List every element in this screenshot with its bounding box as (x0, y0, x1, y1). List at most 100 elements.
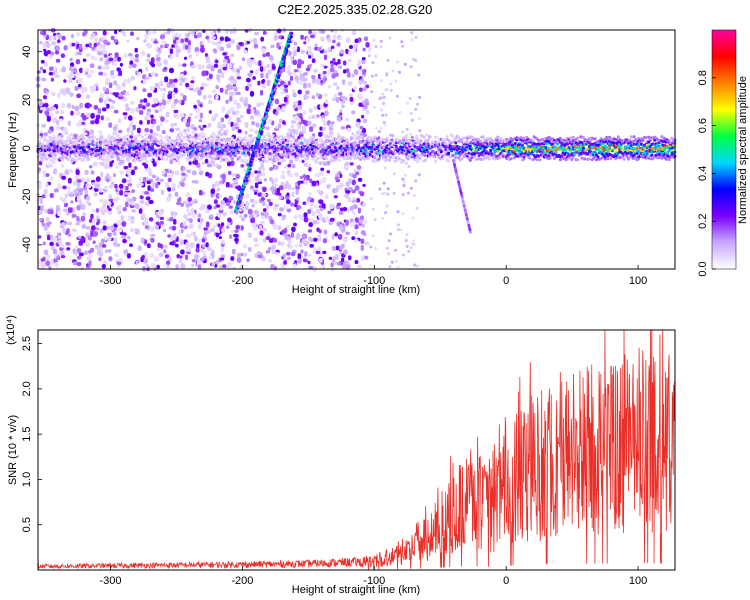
spectrogram-cell (345, 193, 350, 199)
spectrogram-cell (118, 129, 123, 134)
spectrogram-cell (319, 257, 323, 263)
spectrogram-cell (415, 102, 419, 106)
spectrogram-cell (85, 241, 90, 248)
spectrogram-cell (260, 167, 266, 171)
spectrogram-cell (229, 91, 234, 97)
spectrogram-cell (178, 259, 183, 264)
spectrogram-cell (147, 243, 151, 249)
spectrogram-cell (336, 132, 340, 136)
spectrogram-cell (235, 72, 241, 77)
spectrogram-cell (115, 189, 119, 193)
spectrogram-cell (358, 102, 363, 108)
spectrogram-cell (258, 60, 262, 67)
spectrogram-cell (422, 135, 426, 139)
spectrogram-cell (196, 99, 201, 104)
spectrogram-cell (188, 202, 193, 207)
spectrogram-cell (274, 225, 279, 230)
spectrogram-cell (394, 248, 398, 252)
spectrogram-cell (178, 137, 182, 141)
spectrogram-cell (180, 181, 185, 188)
spectrogram-cell (222, 179, 226, 183)
spectrogram-cell (308, 222, 313, 228)
spectrogram-cell (224, 36, 229, 42)
spectrogram-cell (395, 259, 398, 263)
spectrogram-cell (297, 205, 302, 210)
spectrogram-cell (355, 121, 361, 128)
spectrogram-cell (87, 103, 92, 108)
spectrogram-cell (88, 42, 92, 48)
spectrogram-cell (122, 97, 128, 102)
spectrogram-cell (319, 207, 325, 211)
spectrogram-cell (169, 160, 173, 165)
spectrogram-cell (196, 136, 200, 140)
spectrogram-cell (152, 121, 157, 125)
spectrogram-cell (382, 102, 386, 105)
spectrogram-cell (145, 76, 150, 80)
spectrogram-cell (379, 96, 383, 100)
spectrogram-cell (94, 48, 99, 53)
spectrogram-cell (99, 199, 105, 203)
spectrogram-cell (317, 246, 322, 252)
spectrogram-cell (280, 174, 286, 180)
spectrogram-cell (205, 221, 210, 228)
spectrogram-cell (345, 117, 350, 122)
spectrogram-cell (89, 70, 95, 74)
spectrogram-cell (273, 34, 279, 41)
spectrogram-cell (70, 34, 75, 39)
spectrogram-cell (55, 110, 60, 115)
spectrogram-cell (324, 110, 329, 117)
spectrogram-cell (155, 53, 161, 57)
spectrogram-cell (197, 63, 202, 70)
spectrogram-cell (349, 162, 354, 166)
spectrogram-cell (347, 142, 350, 146)
spectrogram-cell (142, 105, 146, 110)
spectrogram-cell (100, 135, 104, 139)
spectrogram-cell (183, 71, 187, 76)
spectrogram-cell (110, 225, 115, 231)
spectrogram-cell (349, 45, 353, 49)
spectrogram-cell (363, 104, 368, 110)
spectrogram-cell (64, 147, 68, 151)
spectrogram-cell (239, 214, 243, 219)
spectrogram-cell (365, 109, 370, 115)
spectrogram-cell (245, 85, 249, 91)
spectrogram-cell (53, 248, 57, 255)
spectrogram-cell (144, 163, 149, 169)
spectrogram-cell (91, 225, 96, 231)
spectrogram-cell (158, 100, 163, 104)
spectrogram-cell (217, 45, 221, 50)
spectrogram-cell (232, 200, 238, 204)
spectrogram-cell (200, 46, 205, 53)
spectrogram-cell (64, 193, 69, 199)
spectrogram-cell (181, 172, 186, 176)
spectrogram-cell (170, 210, 174, 217)
spectrogram-cell (93, 135, 97, 139)
spectrogram-cell (279, 207, 284, 212)
spectrogram-cell (260, 162, 264, 169)
spectrogram-cell (326, 160, 331, 166)
spectrogram-cell (191, 263, 195, 268)
spectrogram-cell (198, 264, 202, 270)
spectrogram-cell (348, 93, 353, 97)
spectrogram-cell (230, 121, 234, 128)
spectrogram-cell (262, 135, 266, 139)
spectrogram-cell (291, 133, 295, 136)
spectrogram-cell (283, 158, 287, 162)
spectrogram-cell (122, 207, 127, 212)
spectrogram-cell (161, 130, 166, 135)
spectrogram-cell (178, 229, 182, 235)
spectrogram-cell (146, 53, 151, 58)
spectrogram-cell (336, 262, 341, 266)
spectrogram-cell (76, 123, 81, 128)
spectrogram-cell (220, 133, 224, 136)
spectrogram-cell (115, 84, 121, 91)
spectrogram-cell (217, 223, 221, 228)
spectrogram-cell (272, 183, 278, 187)
spectrogram-cell (323, 143, 327, 147)
spectrogram-cell (99, 43, 103, 49)
spectrogram-cell (348, 157, 352, 161)
spectrogram-cell (123, 115, 128, 120)
spectrogram-cell (214, 113, 219, 118)
spectrogram-cell (226, 120, 231, 125)
spectrogram-cell (199, 147, 202, 151)
